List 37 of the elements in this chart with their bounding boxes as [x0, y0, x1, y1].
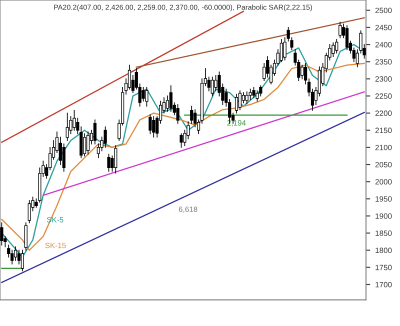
- candlestick: [234, 94, 238, 114]
- candlestick: [107, 154, 110, 172]
- candlestick: [238, 90, 242, 110]
- candlestick: [28, 200, 31, 224]
- candlestick: [180, 133, 183, 148]
- candlestick: [14, 246, 18, 261]
- candlestick: [114, 145, 118, 174]
- candlestick: [0, 222, 4, 246]
- candlestick: [24, 222, 28, 251]
- candlestick: [280, 39, 283, 62]
- candlestick: [20, 250, 24, 272]
- candlestick: [242, 92, 245, 104]
- candlestick: [248, 88, 252, 100]
- candlestick: [86, 132, 90, 155]
- candlestick: [214, 74, 218, 92]
- candlestick: [66, 112, 69, 141]
- candlestick: [166, 96, 170, 112]
- candlestick: [300, 64, 304, 80]
- candlestick: [252, 86, 256, 98]
- candlestick: [176, 104, 180, 124]
- candlestick: [145, 86, 148, 107]
- candlestick: [190, 106, 194, 124]
- candlestick: [17, 250, 21, 264]
- candlestick: [104, 126, 107, 148]
- candlestick: [93, 120, 97, 144]
- candlestick: [245, 91, 248, 104]
- candlestick: [332, 42, 335, 57]
- candlestick: [148, 114, 152, 134]
- candlestick: [338, 22, 342, 38]
- candlestick: [169, 85, 172, 112]
- candlestick: [335, 39, 338, 54]
- candlestick: [345, 25, 349, 50]
- candlestick: [83, 133, 86, 156]
- candlestick: [152, 116, 156, 138]
- candlestick: [142, 86, 145, 102]
- candlestick: [210, 76, 214, 96]
- candlestick: [72, 110, 76, 131]
